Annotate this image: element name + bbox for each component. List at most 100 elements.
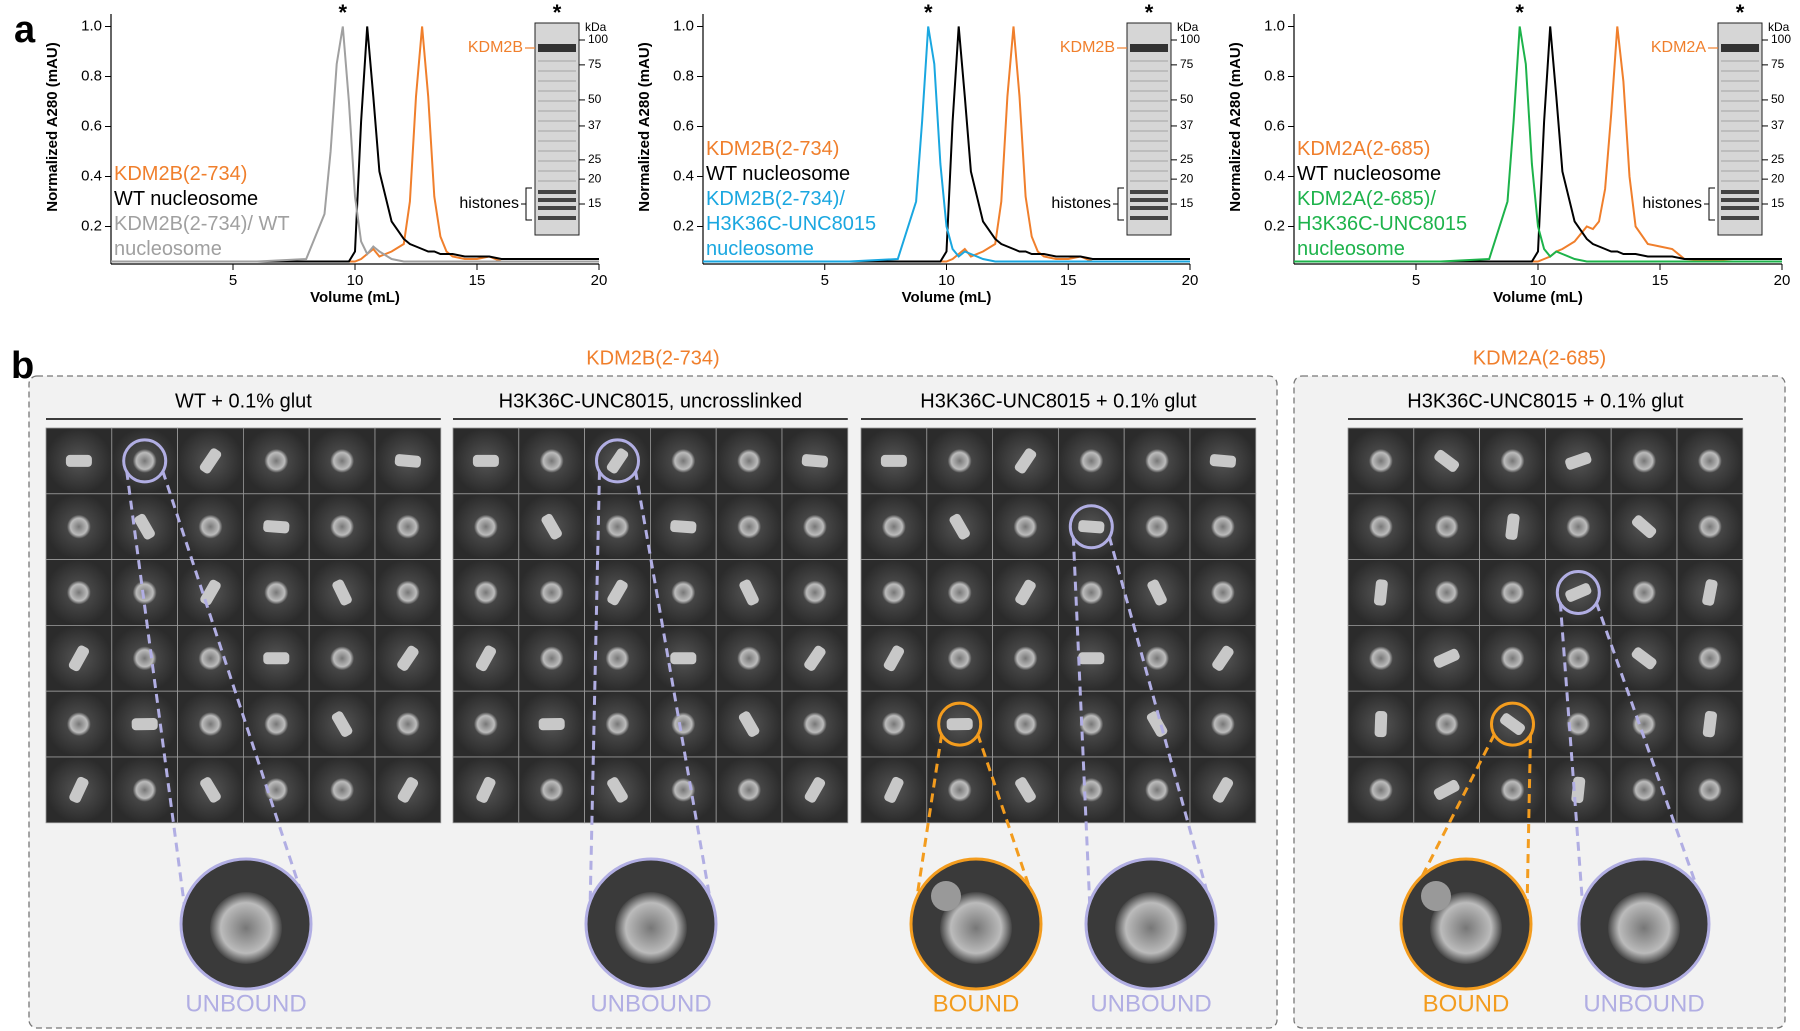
top-view xyxy=(947,646,972,671)
y-tick-label: 1.0 xyxy=(673,17,694,34)
zoom-label: UNBOUND xyxy=(1090,990,1211,1017)
gel-unit: kDa xyxy=(1768,20,1790,34)
condition-title: H3K36C-UNC8015 + 0.1% glut xyxy=(1407,390,1684,412)
side-view xyxy=(883,645,905,672)
top-view xyxy=(539,777,564,802)
top-view xyxy=(1434,712,1459,737)
side-view xyxy=(1702,710,1717,738)
legend-entry: KDM2B(2-734)/ WT nucleosome xyxy=(114,213,290,260)
top-view xyxy=(947,448,972,473)
side-view xyxy=(801,454,829,468)
top-view xyxy=(395,712,420,737)
side-view xyxy=(394,454,422,468)
x-axis-label: Volume (mL) xyxy=(1493,289,1583,306)
top-view xyxy=(1500,646,1525,671)
side-view xyxy=(397,645,419,671)
top-view xyxy=(1632,580,1657,605)
side-view xyxy=(200,777,221,803)
side-view xyxy=(884,776,904,803)
gel-faint-band xyxy=(1721,160,1759,162)
ladder-label: 75 xyxy=(1771,57,1785,71)
side-view xyxy=(670,520,697,534)
class-average xyxy=(374,427,442,495)
gel-faint-band xyxy=(1721,80,1759,82)
x-tick-label: 10 xyxy=(347,272,364,289)
gel-faint-band xyxy=(1130,80,1168,82)
side-view xyxy=(538,717,565,731)
top-view xyxy=(802,514,827,539)
side-view xyxy=(1702,579,1718,606)
zoom-label: BOUND xyxy=(933,990,1020,1017)
gel-faint-band xyxy=(1130,160,1168,162)
series-line xyxy=(703,26,1190,263)
selection-ring xyxy=(937,701,983,747)
side-view xyxy=(332,579,352,606)
side-view xyxy=(739,579,759,606)
zoom-particle xyxy=(210,892,282,964)
gel-band xyxy=(1130,44,1168,52)
side-view xyxy=(263,520,290,534)
zoom-particle xyxy=(615,892,687,964)
selection-ring xyxy=(1068,504,1114,550)
ladder-label: 100 xyxy=(588,32,608,46)
top-view xyxy=(132,777,157,802)
side-view xyxy=(472,454,499,467)
y-axis-label: Normalized A280 (mAU) xyxy=(44,42,61,211)
side-view xyxy=(670,652,697,665)
legend-entry: WT nucleosome xyxy=(706,163,851,185)
top-view xyxy=(1079,712,1104,737)
peak-marker: * xyxy=(924,0,933,25)
legend-entry: KDM2B(2-734) xyxy=(706,138,840,160)
top-view xyxy=(1368,514,1393,539)
side-view xyxy=(397,777,419,803)
legend: KDM2A(2-685) WT nucleosome KDM2A(2-685)/ H… xyxy=(1297,137,1497,262)
top-view xyxy=(473,514,498,539)
gel-faint-band xyxy=(1721,170,1759,172)
gel-faint-band xyxy=(1721,140,1759,142)
y-tick-label: 0.2 xyxy=(81,217,102,234)
group-title: KDM2A(2-685) xyxy=(1473,347,1606,369)
top-view xyxy=(1500,580,1525,605)
x-tick-label: 10 xyxy=(938,272,955,289)
side-view xyxy=(949,513,970,540)
selection-ring xyxy=(595,438,640,484)
gel-faint-band xyxy=(1130,140,1168,142)
x-tick-label: 20 xyxy=(591,272,608,289)
top-view xyxy=(1697,777,1722,802)
top-view xyxy=(1500,448,1525,473)
top-view xyxy=(737,777,762,802)
top-view xyxy=(330,646,355,671)
y-tick-label: 0.4 xyxy=(1264,167,1285,184)
gel-faint-band xyxy=(1721,70,1759,72)
top-view xyxy=(1500,777,1525,802)
zoom-particle xyxy=(1430,892,1502,964)
panel-label: a xyxy=(14,9,36,51)
top-view xyxy=(539,448,564,473)
legend-entry: WT nucleosome xyxy=(1297,163,1442,185)
selection-ring xyxy=(122,438,168,484)
top-view xyxy=(66,712,91,737)
ladder-label: 37 xyxy=(1771,118,1785,132)
histone-bracket xyxy=(1113,187,1124,221)
top-view xyxy=(802,580,827,605)
side-view xyxy=(68,645,90,672)
side-view xyxy=(1209,454,1237,468)
zoom-guide xyxy=(1558,602,1585,911)
side-view xyxy=(200,579,221,606)
gel-faint-band xyxy=(1721,130,1759,132)
y-tick-label: 0.8 xyxy=(673,67,694,84)
zoom-particle xyxy=(940,892,1012,964)
side-view xyxy=(1505,513,1520,540)
gel-faint-band xyxy=(538,130,576,132)
top-view xyxy=(1368,448,1393,473)
bound-density xyxy=(1421,881,1451,911)
y-tick-label: 0.6 xyxy=(1264,117,1285,134)
x-tick-label: 15 xyxy=(1060,272,1077,289)
zoom-particle xyxy=(1115,892,1187,964)
gel-faint-band xyxy=(538,60,576,62)
zoom-guide xyxy=(1594,602,1707,911)
ladder-label: 25 xyxy=(1771,152,1785,166)
ladder-label: 100 xyxy=(1180,32,1200,46)
group-title: KDM2B(2-734) xyxy=(586,347,719,369)
